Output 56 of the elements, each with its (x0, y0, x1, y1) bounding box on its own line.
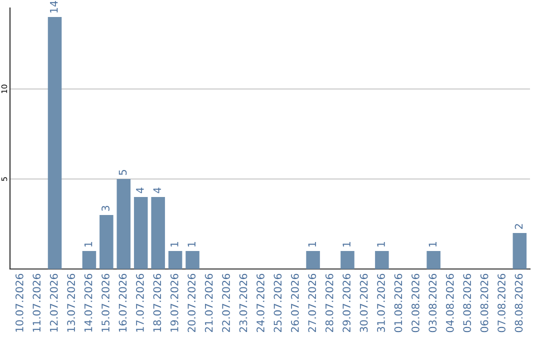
x-tick-label: 05.08.2026 (463, 274, 472, 332)
x-tick-label: 18.07.2026 (153, 274, 162, 332)
data-label: 5 (118, 170, 127, 175)
bar (168, 251, 182, 269)
data-label: 3 (102, 206, 110, 211)
x-tick-label: 15.07.2026 (102, 274, 110, 332)
x-tick-label: 11.07.2026 (32, 274, 41, 332)
bar (100, 215, 114, 269)
bar (48, 17, 62, 269)
x-tick-label: 14.07.2026 (84, 274, 92, 332)
x-tick-label: 22.07.2026 (222, 274, 230, 332)
data-label: 1 (428, 242, 436, 247)
bar (306, 251, 320, 269)
x-tick-label: 31.07.2026 (377, 274, 385, 332)
x-tick-label: 17.07.2026 (136, 274, 144, 332)
bar (134, 197, 148, 269)
data-label: 1 (377, 242, 385, 247)
x-tick-label: 04.08.2026 (446, 274, 454, 332)
data-label: 4 (153, 188, 161, 194)
data-label: 1 (188, 242, 196, 247)
x-tick-label: 02.08.2026 (412, 274, 420, 332)
x-tick-label: 07.08.2026 (498, 274, 506, 332)
x-tick-label: 01.08.2026 (394, 274, 402, 332)
x-tick-label: 30.07.2026 (360, 274, 368, 332)
x-tick-label: 29.07.2026 (342, 274, 351, 332)
data-label: 4 (136, 188, 144, 194)
x-tick-label: 21.07.2026 (204, 274, 213, 332)
x-tick-label: 28.07.2026 (325, 274, 334, 332)
x-tick-label: 23.07.2026 (239, 274, 248, 332)
x-tick-label: 03.08.2026 (428, 274, 437, 332)
bar (340, 251, 354, 269)
x-tick-label: 08.08.2026 (514, 274, 523, 332)
x-tick-label: 26.07.2026 (290, 274, 299, 332)
x-tick-label: 12.07.2026 (50, 274, 58, 332)
x-tick-label: 27.07.2026 (308, 274, 316, 332)
x-tick-label: 25.07.2026 (274, 274, 282, 332)
bar (186, 251, 200, 269)
data-label: 1 (84, 242, 92, 247)
data-label: 1 (308, 242, 316, 247)
bar (82, 251, 96, 269)
data-label: 1 (170, 242, 178, 247)
bar (116, 179, 131, 269)
x-tick-label: 13.07.2026 (67, 274, 76, 332)
data-label: 2 (514, 224, 523, 229)
x-tick-label: 10.07.2026 (15, 274, 24, 332)
x-tick-label: 16.07.2026 (118, 274, 127, 332)
x-tick-label: 20.07.2026 (188, 274, 196, 332)
bar (375, 251, 389, 269)
data-label: 1 (342, 242, 350, 247)
x-tick-label: 24.07.2026 (256, 274, 264, 332)
x-tick-label: 19.07.2026 (170, 274, 178, 332)
bar (426, 251, 440, 269)
x-tick-label: 06.08.2026 (480, 274, 488, 332)
bar (512, 233, 527, 269)
data-label: 14 (50, 1, 58, 13)
bar (151, 197, 165, 269)
